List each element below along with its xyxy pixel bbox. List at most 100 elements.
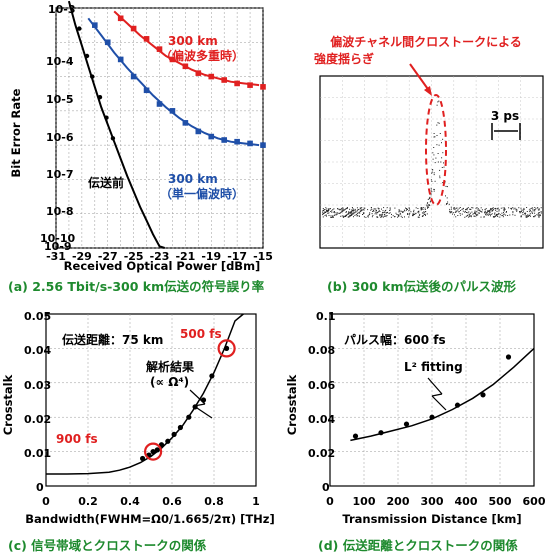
ber-xtick-label: -23 — [150, 250, 170, 263]
pulse-sample-point — [497, 213, 499, 215]
pulse-sample-point — [323, 213, 325, 214]
pulse-sample-point — [323, 210, 325, 211]
dist-ylabel: Crosstalk — [285, 374, 299, 435]
dist-xtick-label: 500 — [489, 495, 512, 508]
dist-xtick-label: 300 — [421, 495, 444, 508]
bw-data-point — [154, 447, 160, 453]
bw-data-point — [224, 345, 230, 351]
pulse-sample-point — [485, 214, 486, 216]
pulse-sample-point — [490, 214, 492, 215]
pulse-sample-point — [449, 210, 450, 212]
pulse-sample-point — [485, 210, 487, 212]
pulse-sample-point — [433, 136, 435, 138]
bw-xlabel: Bandwidth(FWHM=Ω0/1.665/2π) [THz] — [25, 512, 275, 526]
pulse-sample-point — [338, 208, 340, 210]
pulse-sample-point — [352, 213, 354, 214]
pulse-sample-point — [363, 216, 365, 218]
pulse-sample-point — [491, 210, 493, 212]
pulse-sample-point — [457, 209, 459, 211]
pulse-sample-point — [359, 208, 361, 210]
pulse-sample-point — [486, 214, 488, 216]
pulse-sample-point — [415, 212, 417, 214]
pulse-sample-point — [362, 214, 363, 215]
pulse-sample-point — [469, 215, 471, 217]
pulse-sample-point — [349, 208, 351, 210]
pulse-sample-point — [391, 213, 392, 215]
pulse-sample-point — [484, 212, 486, 214]
pulse-sample-point — [420, 209, 422, 211]
pulse-sample-point — [499, 214, 501, 216]
pulse-sample-point — [398, 214, 400, 216]
ber-data-point — [84, 53, 90, 59]
pulse-sample-point — [401, 211, 403, 213]
pulse-sample-point — [408, 210, 410, 212]
pulse-sample-point — [400, 210, 402, 212]
pulse-sample-point — [476, 214, 478, 216]
dist-ytick-label: 0 — [322, 481, 330, 494]
pulse-sample-point — [437, 122, 439, 124]
bw-data-point — [150, 449, 156, 455]
pulse-sample-point — [433, 154, 435, 156]
pulse-sample-point — [466, 208, 468, 210]
pulse-sample-point — [430, 189, 432, 191]
pulse-sample-point — [491, 213, 493, 215]
pulse-sample-point — [496, 208, 498, 210]
pulse-sample-point — [424, 209, 426, 210]
pulse-annotation-arrow — [409, 63, 431, 93]
pulse-sample-point — [446, 197, 448, 199]
pulse-sample-point — [356, 213, 358, 215]
bw-data-point — [140, 455, 146, 462]
pulse-sample-point — [488, 214, 490, 216]
bw-title-text: 伝送距離：75 km — [62, 332, 163, 347]
caption-a: (a) 2.56 Tbit/s-300 km伝送の符号誤り率 — [8, 279, 265, 294]
pulse-sample-point — [492, 207, 494, 209]
pulse-sample-point — [497, 207, 499, 209]
pulse-sample-point — [513, 208, 515, 210]
pulse-sample-point — [370, 209, 372, 211]
pulse-sample-point — [426, 202, 428, 204]
bw-data-point — [177, 424, 183, 431]
pulse-sample-point — [348, 211, 350, 213]
pulse-sample-point — [351, 214, 353, 215]
pulse-sample-point — [475, 214, 477, 215]
pulse-sample-point — [473, 215, 475, 217]
pulse-annotation-line2: 強度揺らぎ — [314, 51, 374, 66]
pulse-sample-point — [534, 210, 536, 212]
pulse-sample-point — [527, 215, 529, 217]
pulse-sample-point — [328, 210, 329, 212]
pulse-sample-point — [435, 157, 437, 159]
pulse-sample-point — [512, 207, 514, 209]
pulse-sample-point — [407, 214, 409, 215]
pulse-sample-point — [385, 212, 387, 214]
dist-data-point — [505, 354, 512, 360]
pulse-sample-point — [353, 210, 355, 212]
bw-xtick-label: 0 — [42, 495, 50, 508]
pulse-sample-point — [539, 215, 541, 217]
pulse-sample-point — [496, 213, 498, 215]
pulse-sample-point — [503, 214, 505, 216]
pulse-sample-point — [505, 214, 507, 216]
bw-xtick-label: 0.4 — [120, 495, 140, 508]
pulse-sample-point — [470, 215, 472, 217]
pulse-sample-point — [483, 216, 485, 218]
pulse-sample-point — [429, 201, 431, 203]
pulse-sample-point — [455, 216, 457, 218]
pulse-sample-point — [456, 207, 458, 209]
pulse-sample-point — [447, 201, 449, 203]
pulse-sample-point — [399, 212, 401, 214]
pulse-sample-point — [340, 208, 342, 210]
pulse-sample-point — [468, 215, 470, 217]
pulse-sample-point — [537, 214, 539, 216]
pulse-sample-point — [462, 210, 464, 212]
pulse-sample-point — [369, 212, 371, 214]
pulse-sample-point — [343, 216, 344, 218]
pulse-sample-point — [465, 211, 466, 213]
pulse-sample-point — [398, 211, 400, 213]
ber-xtick-label: -19 — [201, 250, 221, 263]
pulse-sample-point — [442, 182, 444, 184]
pulse-sample-point — [368, 214, 370, 216]
pulse-sample-point — [360, 208, 362, 210]
pulse-sample-point — [464, 216, 466, 218]
pulse-sample-point — [436, 124, 438, 126]
bw-label-500fs: 500 fs — [180, 327, 222, 341]
